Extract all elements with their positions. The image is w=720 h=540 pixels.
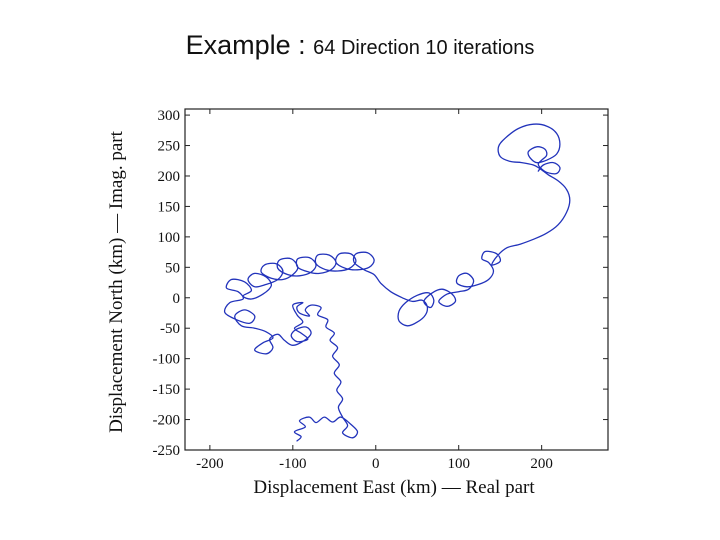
x-tick-label: -100 [279,456,307,472]
y-tick-label: 150 [158,199,181,215]
x-tick-label: 200 [530,456,553,472]
y-axis: 300 250 200 150 100 50 0 -50 -100 -150 -200 -250 [153,108,608,459]
y-tick-label: -100 [153,352,181,368]
x-axis-title: Displacement East (km) — Real part [253,477,535,498]
x-axis: -200 -100 0 100 200 [196,109,553,472]
y-tick-label: 300 [158,108,181,124]
y-tick-label: -200 [153,413,181,429]
x-tick-label: -200 [196,456,224,472]
y-tick-label: -150 [153,382,181,398]
y-axis-title: Displacement North (km) — Imag. part [106,130,127,433]
x-tick-label: 100 [447,456,470,472]
x-tick-label: 0 [372,456,380,472]
y-tick-label: 200 [158,169,181,185]
y-tick-label: -50 [160,321,180,337]
y-tick-label: 100 [158,230,181,246]
y-tick-label: 0 [173,291,181,307]
slide-title-sub: 64 Direction 10 iterations [313,37,535,59]
y-tick-label: -250 [153,443,181,459]
y-tick-label: 50 [165,260,180,276]
slide-title: Example : 64 Direction 10 iterations [0,30,720,61]
plot-frame [184,108,609,451]
slide-title-main: Example : [185,30,314,60]
y-tick-label: 250 [158,139,181,155]
trajectory-line [223,123,571,442]
